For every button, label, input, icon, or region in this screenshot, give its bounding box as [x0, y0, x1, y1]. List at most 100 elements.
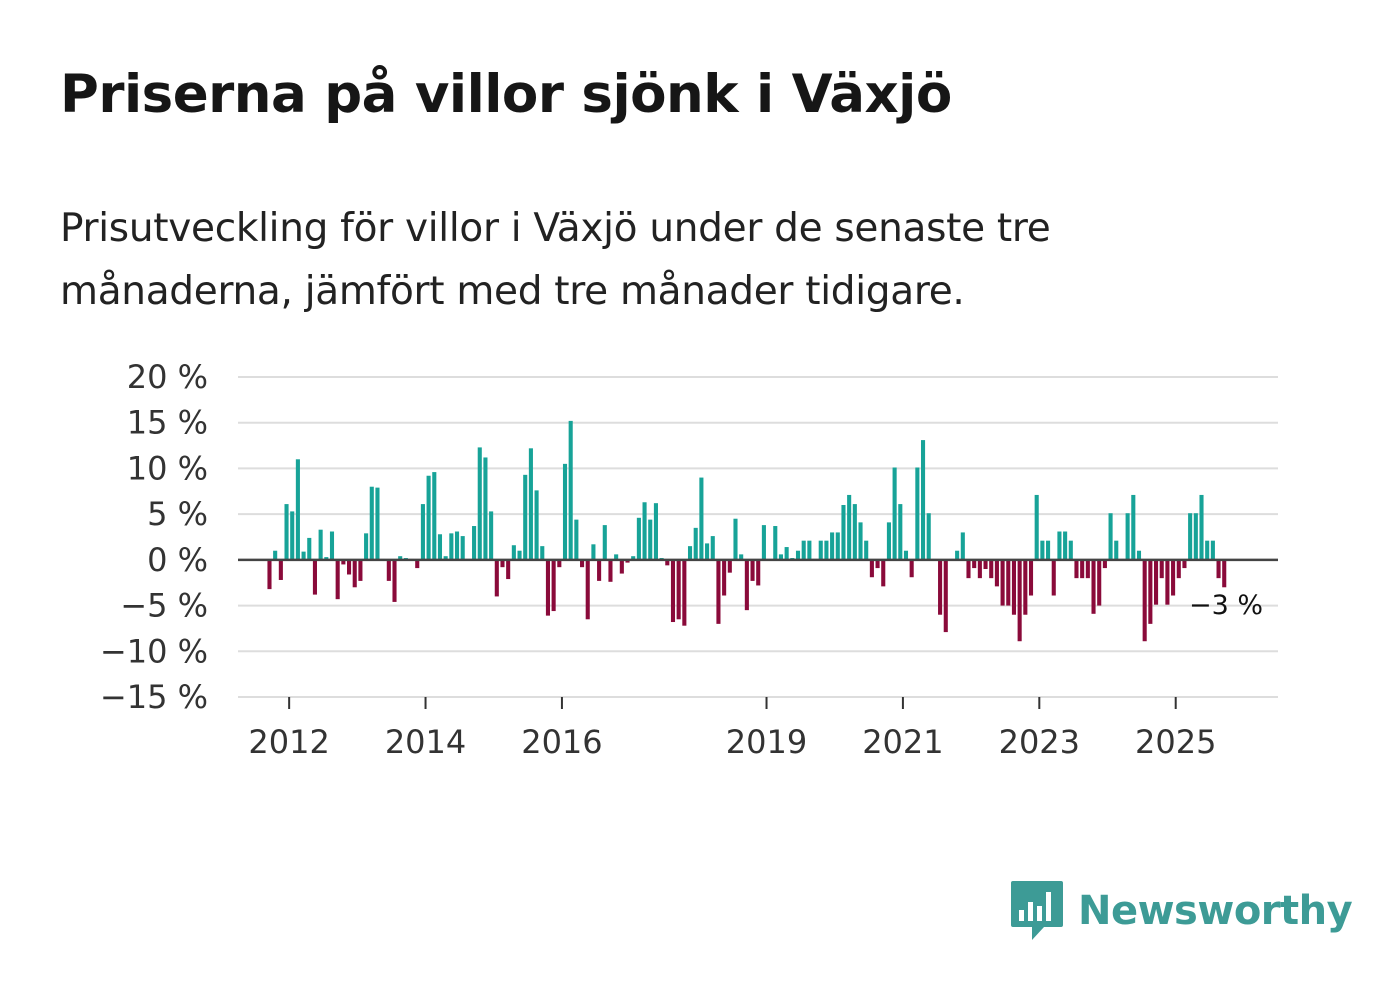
bar [585, 559, 590, 620]
bar [1068, 540, 1073, 560]
bar [1193, 513, 1198, 560]
bar [886, 522, 891, 560]
bar [636, 517, 641, 560]
bar [699, 477, 704, 560]
x-tick-label: 2019 [726, 723, 807, 761]
bar [511, 545, 516, 560]
y-tick-label: −5 % [120, 587, 208, 625]
bar [744, 559, 749, 611]
bar [341, 559, 346, 565]
bar [597, 559, 602, 581]
bar [1148, 559, 1153, 624]
bar [750, 559, 755, 581]
bar [898, 504, 903, 560]
x-tick-label: 2014 [385, 723, 466, 761]
bar [1108, 513, 1113, 560]
bar [966, 559, 971, 579]
bar [852, 504, 857, 560]
bar [1085, 559, 1090, 579]
bars [267, 420, 1227, 642]
bar [460, 536, 465, 560]
bar [756, 559, 761, 586]
y-tick-label: 15 % [127, 404, 208, 442]
bar [392, 559, 397, 602]
bar [477, 447, 482, 560]
bar [483, 457, 488, 560]
bar [307, 537, 312, 560]
grid-lines [238, 376, 1278, 698]
bar [892, 467, 897, 560]
bar [1142, 559, 1147, 642]
bar [994, 559, 999, 587]
bar [449, 533, 454, 560]
bar [557, 559, 562, 568]
bar [938, 559, 943, 615]
bar [841, 505, 846, 560]
bar [500, 559, 505, 568]
bar [608, 559, 613, 582]
bar [551, 559, 556, 612]
bar [733, 518, 738, 560]
bar [494, 559, 499, 597]
bar [1091, 559, 1096, 614]
bar [415, 559, 420, 569]
bar [972, 559, 977, 569]
x-axis-ticks: 2012 2014 2016 2019 2021 2023 2025 [248, 697, 1216, 761]
bar [773, 526, 778, 560]
bar [591, 544, 596, 560]
bar [818, 540, 823, 560]
bar [352, 559, 357, 588]
bar [915, 467, 920, 560]
bar [909, 559, 914, 578]
bar [716, 559, 721, 624]
bar [807, 540, 812, 560]
bar [710, 536, 715, 560]
bar [335, 559, 340, 600]
bar [784, 547, 789, 560]
bar [523, 474, 528, 560]
bar [506, 559, 511, 580]
bar [926, 513, 931, 560]
bar [977, 559, 982, 579]
bar [687, 546, 693, 560]
bar [858, 522, 863, 560]
bar [1154, 559, 1159, 605]
bar [1000, 559, 1005, 606]
y-axis-ticks: 20 % 15 % 10 % 5 % 0 % −5 % −10 % −15 % [100, 358, 208, 716]
bar [727, 559, 732, 573]
bar [278, 559, 283, 580]
bar [358, 559, 363, 581]
bar [869, 559, 874, 578]
bar [1176, 559, 1181, 579]
bar [443, 556, 448, 560]
bar [864, 540, 869, 560]
bar [1222, 559, 1227, 588]
x-tick-label: 2016 [521, 723, 602, 761]
bar [1028, 559, 1034, 596]
bar [830, 532, 835, 560]
bar [1057, 531, 1062, 560]
bar [1080, 559, 1085, 579]
bar [875, 559, 880, 569]
bar [1131, 494, 1136, 560]
bar [983, 559, 988, 569]
bar [739, 554, 744, 560]
bar [847, 494, 852, 560]
bar [1216, 559, 1221, 579]
bar [1205, 540, 1210, 560]
y-tick-label: −15 % [100, 678, 208, 716]
bar [1199, 494, 1204, 560]
bar [1165, 559, 1170, 605]
bar [903, 550, 909, 560]
bar [318, 529, 323, 560]
bar [329, 531, 335, 560]
bar [426, 475, 431, 560]
bar [1034, 494, 1039, 560]
bar [1011, 559, 1017, 615]
bar [437, 534, 443, 560]
bar [284, 504, 289, 560]
bar [761, 525, 766, 560]
bar [602, 525, 607, 560]
bar [1017, 559, 1022, 642]
x-tick-label: 2025 [1135, 723, 1216, 761]
